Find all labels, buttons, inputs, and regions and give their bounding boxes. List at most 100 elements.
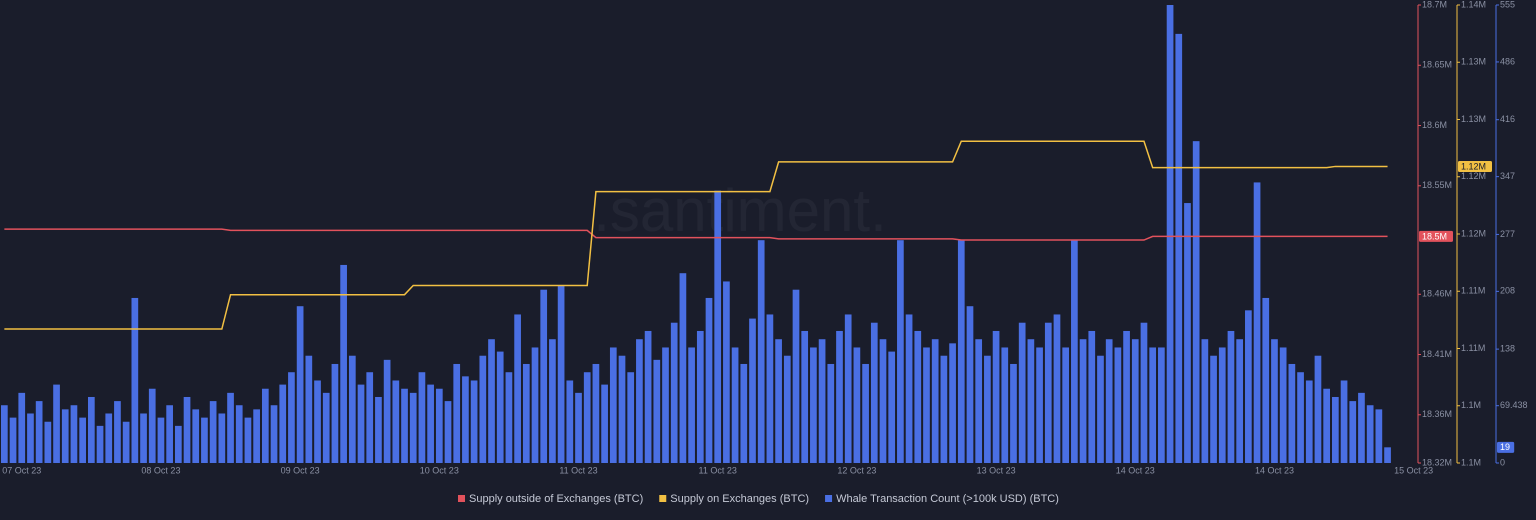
y-tick-label: 1.11M [1461,343,1485,353]
end-badge: 1.12M [1458,160,1492,172]
y-tick-label: 277 [1500,229,1515,239]
bar [531,347,539,463]
bar [844,314,852,463]
bar [1323,388,1331,463]
line [4,228,1388,241]
bar [862,363,869,463]
bar [723,281,730,463]
bar [253,409,260,463]
y-tick-label: 0 [1500,457,1505,467]
y-tick-label: 18.36M [1422,409,1452,419]
bar [1105,339,1113,463]
badge-box [1458,160,1492,172]
bar [627,372,635,463]
bar [514,314,521,463]
bar [166,405,173,463]
x-tick-label: 10 Oct 23 [420,465,459,475]
bar [1010,363,1017,463]
bar [827,363,835,463]
y-tick-label: 208 [1500,286,1515,296]
y-tick-label: 69.438 [1500,400,1528,410]
bar [1184,203,1191,463]
bar [1071,240,1078,463]
bar [1114,347,1122,463]
bar [1297,372,1304,463]
legend-swatch [458,495,465,502]
bar [679,273,687,463]
bar [1192,141,1200,463]
bar [975,339,983,463]
x-tick-label: 14 Oct 23 [1116,465,1155,475]
bar [714,190,722,464]
bar [296,306,304,463]
bar [992,330,1000,463]
bar [201,417,208,463]
end-badge: 19 [1497,441,1515,453]
y-tick-label: 1.12M [1461,228,1486,238]
y-tick-label: 1.1M [1461,457,1481,467]
bar [383,359,391,463]
bar [1131,339,1139,463]
bar [1,405,8,463]
bar [1253,182,1261,464]
x-tick-label: 15 Oct 23 [1394,465,1433,475]
bar [1053,314,1061,463]
bar [183,396,191,463]
bar [453,363,461,463]
bar [392,380,400,463]
bar [192,409,200,463]
bar [966,306,974,463]
legend-swatch [659,495,667,502]
bar [583,372,591,463]
bar [122,421,130,463]
bar [984,355,991,463]
x-tick-label: 11 Oct 23 [699,465,737,475]
bar [157,417,165,463]
bar [488,339,495,463]
bar [1288,363,1296,463]
bar [1166,5,1174,463]
legend-label: Whale Transaction Count (>100k USD) (BTC… [836,493,1059,505]
bar [427,384,434,463]
legend: Supply outside of Exchanges (BTC) Supply … [458,493,1059,505]
badge-label: 1.12M [1461,161,1486,171]
bar [44,421,52,463]
bar [601,384,608,463]
bar [1079,339,1087,463]
bar [731,347,739,463]
bar [923,347,930,463]
bar [662,347,669,463]
bar [105,413,113,463]
bar [87,396,95,463]
bar [1305,380,1313,463]
bar [1262,297,1270,463]
bar [279,384,287,463]
bar [853,347,861,463]
bar [401,388,408,463]
bar [470,380,478,463]
bar [505,372,513,463]
bar [131,297,139,463]
bar [314,380,321,463]
bar [653,359,661,463]
bar [888,351,896,463]
bar [235,405,243,463]
bar [375,396,382,463]
bar [836,330,843,463]
bar [905,314,913,463]
y-tick-label: 1.13M [1461,57,1486,67]
y-tick-label: 18.55M [1422,180,1452,190]
bar [592,363,600,463]
bar [366,372,374,463]
y-tick-label: 18.65M [1422,60,1452,70]
bar [766,314,774,463]
bar [1366,405,1374,463]
bar [897,240,904,463]
bar [1236,339,1244,463]
bar [348,355,356,463]
bar [1218,347,1226,463]
watermark: .santiment. [593,177,886,244]
bar [1384,447,1391,463]
y-tick-label: 138 [1500,343,1515,353]
